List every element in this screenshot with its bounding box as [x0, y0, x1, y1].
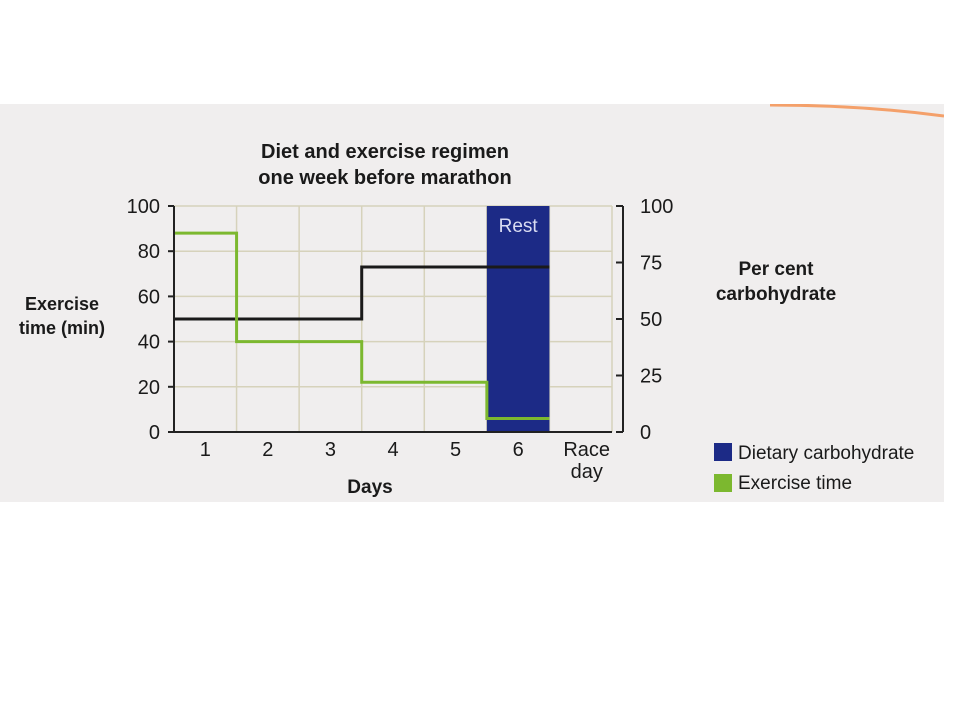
y-left-tick-label-20: 20: [138, 377, 160, 399]
x-tick-label-5: 5: [450, 439, 461, 461]
x-tick-label-part: 6: [513, 439, 524, 461]
accent-stripe: [769, 104, 944, 118]
legend-swatch-carbohydrate: [714, 443, 732, 461]
x-tick-label-part: 4: [387, 439, 398, 461]
y-left-tick-label-0: 0: [149, 422, 160, 444]
rest-layer: Rest: [486, 206, 550, 432]
x-tick-label-4: 4: [387, 439, 398, 461]
x-tick-label-race-day: Race day: [563, 439, 610, 483]
x-tick-label-2: 2: [262, 439, 273, 461]
axis-layer: 0 20 40 60 80 100 0 25 50 75 100 1 2 3 4 5 6 Race day: [127, 196, 674, 483]
y-left-tick-label-40: 40: [138, 332, 160, 354]
y-left-tick-label-100: 100: [127, 196, 160, 218]
series-line-exercise-time: [174, 231, 550, 420]
rest-label: Rest: [499, 216, 539, 237]
legend-label-exercise: Exercise time: [738, 473, 852, 494]
series-layer: [174, 231, 550, 420]
x-tick-label-part: 2: [262, 439, 273, 461]
x-tick-label-part: 3: [325, 439, 336, 461]
y-axis-left-label-line-1: Exercise: [25, 294, 99, 314]
legend-item-carbohydrate: Dietary carbohydrate: [714, 443, 914, 464]
x-tick-label-part: 1: [200, 439, 211, 461]
y-right-tick-label-25: 25: [640, 366, 662, 388]
x-tick-label-3: 3: [325, 439, 336, 461]
legend-item-exercise: Exercise time: [714, 473, 852, 494]
rest-bar: [486, 206, 550, 432]
y-axis-right-label-line-1: Per cent: [739, 259, 815, 280]
y-axis-right-label-line-2: carbohydrate: [716, 284, 836, 305]
x-tick-label-part: Race: [563, 439, 610, 461]
chart-title-line-1: Diet and exercise regimen: [261, 141, 509, 163]
chart-figure: Diet and exercise regimen one week befor…: [0, 104, 944, 502]
y-right-tick-label-0: 0: [640, 422, 651, 444]
legend-label-carbohydrate: Dietary carbohydrate: [738, 443, 914, 464]
x-tick-label-part: day: [571, 461, 603, 483]
y-left-tick-label-60: 60: [138, 286, 160, 308]
x-tick-label-6: 6: [513, 439, 524, 461]
x-tick-label-1: 1: [200, 439, 211, 461]
legend-swatch-exercise: [714, 474, 732, 492]
chart-title-line-2: one week before marathon: [258, 167, 511, 189]
y-right-tick-label-75: 75: [640, 253, 662, 275]
x-tick-label-part: 5: [450, 439, 461, 461]
y-axis-left-label-line-2: time (min): [19, 318, 105, 338]
y-right-tick-label-50: 50: [640, 309, 662, 331]
x-axis-label: Days: [347, 477, 392, 498]
chart-svg: Diet and exercise regimen one week befor…: [19, 104, 944, 498]
y-right-tick-label-100: 100: [640, 196, 673, 218]
series-line-dietary-carbohydrate: [174, 265, 550, 321]
legend: Dietary carbohydrate Exercise time: [714, 443, 914, 494]
y-left-tick-label-80: 80: [138, 241, 160, 263]
